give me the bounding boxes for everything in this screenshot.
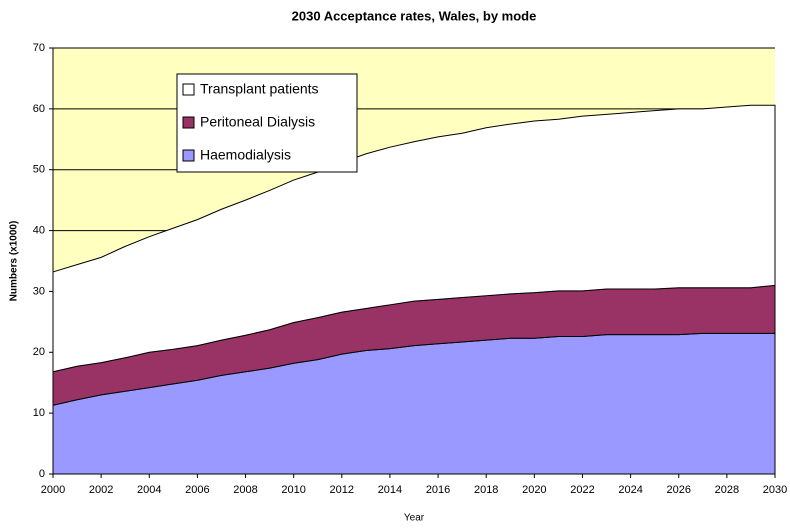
y-tick-label: 40 <box>33 224 45 236</box>
x-tick-label: 2004 <box>137 484 161 496</box>
x-tick-label: 2008 <box>233 484 257 496</box>
chart-title: 2030 Acceptance rates, Wales, by mode <box>292 8 537 23</box>
legend-label: Transplant patients <box>200 81 319 97</box>
x-tick-label: 2010 <box>281 484 305 496</box>
x-axis-label: Year <box>404 513 425 524</box>
x-tick-label: 2020 <box>522 484 546 496</box>
x-tick-label: 2000 <box>41 484 65 496</box>
y-tick-label: 50 <box>33 164 45 176</box>
legend-label: Haemodialysis <box>200 147 291 163</box>
legend-swatch <box>182 83 195 96</box>
x-tick-label: 2026 <box>666 484 690 496</box>
legend-label: Peritoneal Dialysis <box>200 114 315 130</box>
x-tick-label: 2024 <box>618 484 642 496</box>
x-tick-label: 2022 <box>570 484 594 496</box>
legend-swatch <box>182 116 195 129</box>
x-tick-label: 2012 <box>330 484 354 496</box>
y-tick-label: 30 <box>33 285 45 297</box>
x-tick-label: 2014 <box>378 484 402 496</box>
x-tick-label: 2028 <box>715 484 739 496</box>
area <box>52 104 776 373</box>
legend-swatch <box>182 149 195 162</box>
y-tick-label: 70 <box>33 42 45 54</box>
y-tick-label: 10 <box>33 407 45 419</box>
y-tick-label: 20 <box>33 346 45 358</box>
legend-box <box>176 73 358 173</box>
y-tick-label: 0 <box>39 468 45 480</box>
x-tick-label: 2016 <box>426 484 450 496</box>
y-tick-label: 60 <box>33 103 45 115</box>
x-tick-label: 2018 <box>474 484 498 496</box>
x-tick-label: 2030 <box>763 484 787 496</box>
x-tick-label: 2002 <box>89 484 113 496</box>
x-tick-label: 2006 <box>185 484 209 496</box>
y-axis-label: Numbers (x1000) <box>9 221 20 302</box>
